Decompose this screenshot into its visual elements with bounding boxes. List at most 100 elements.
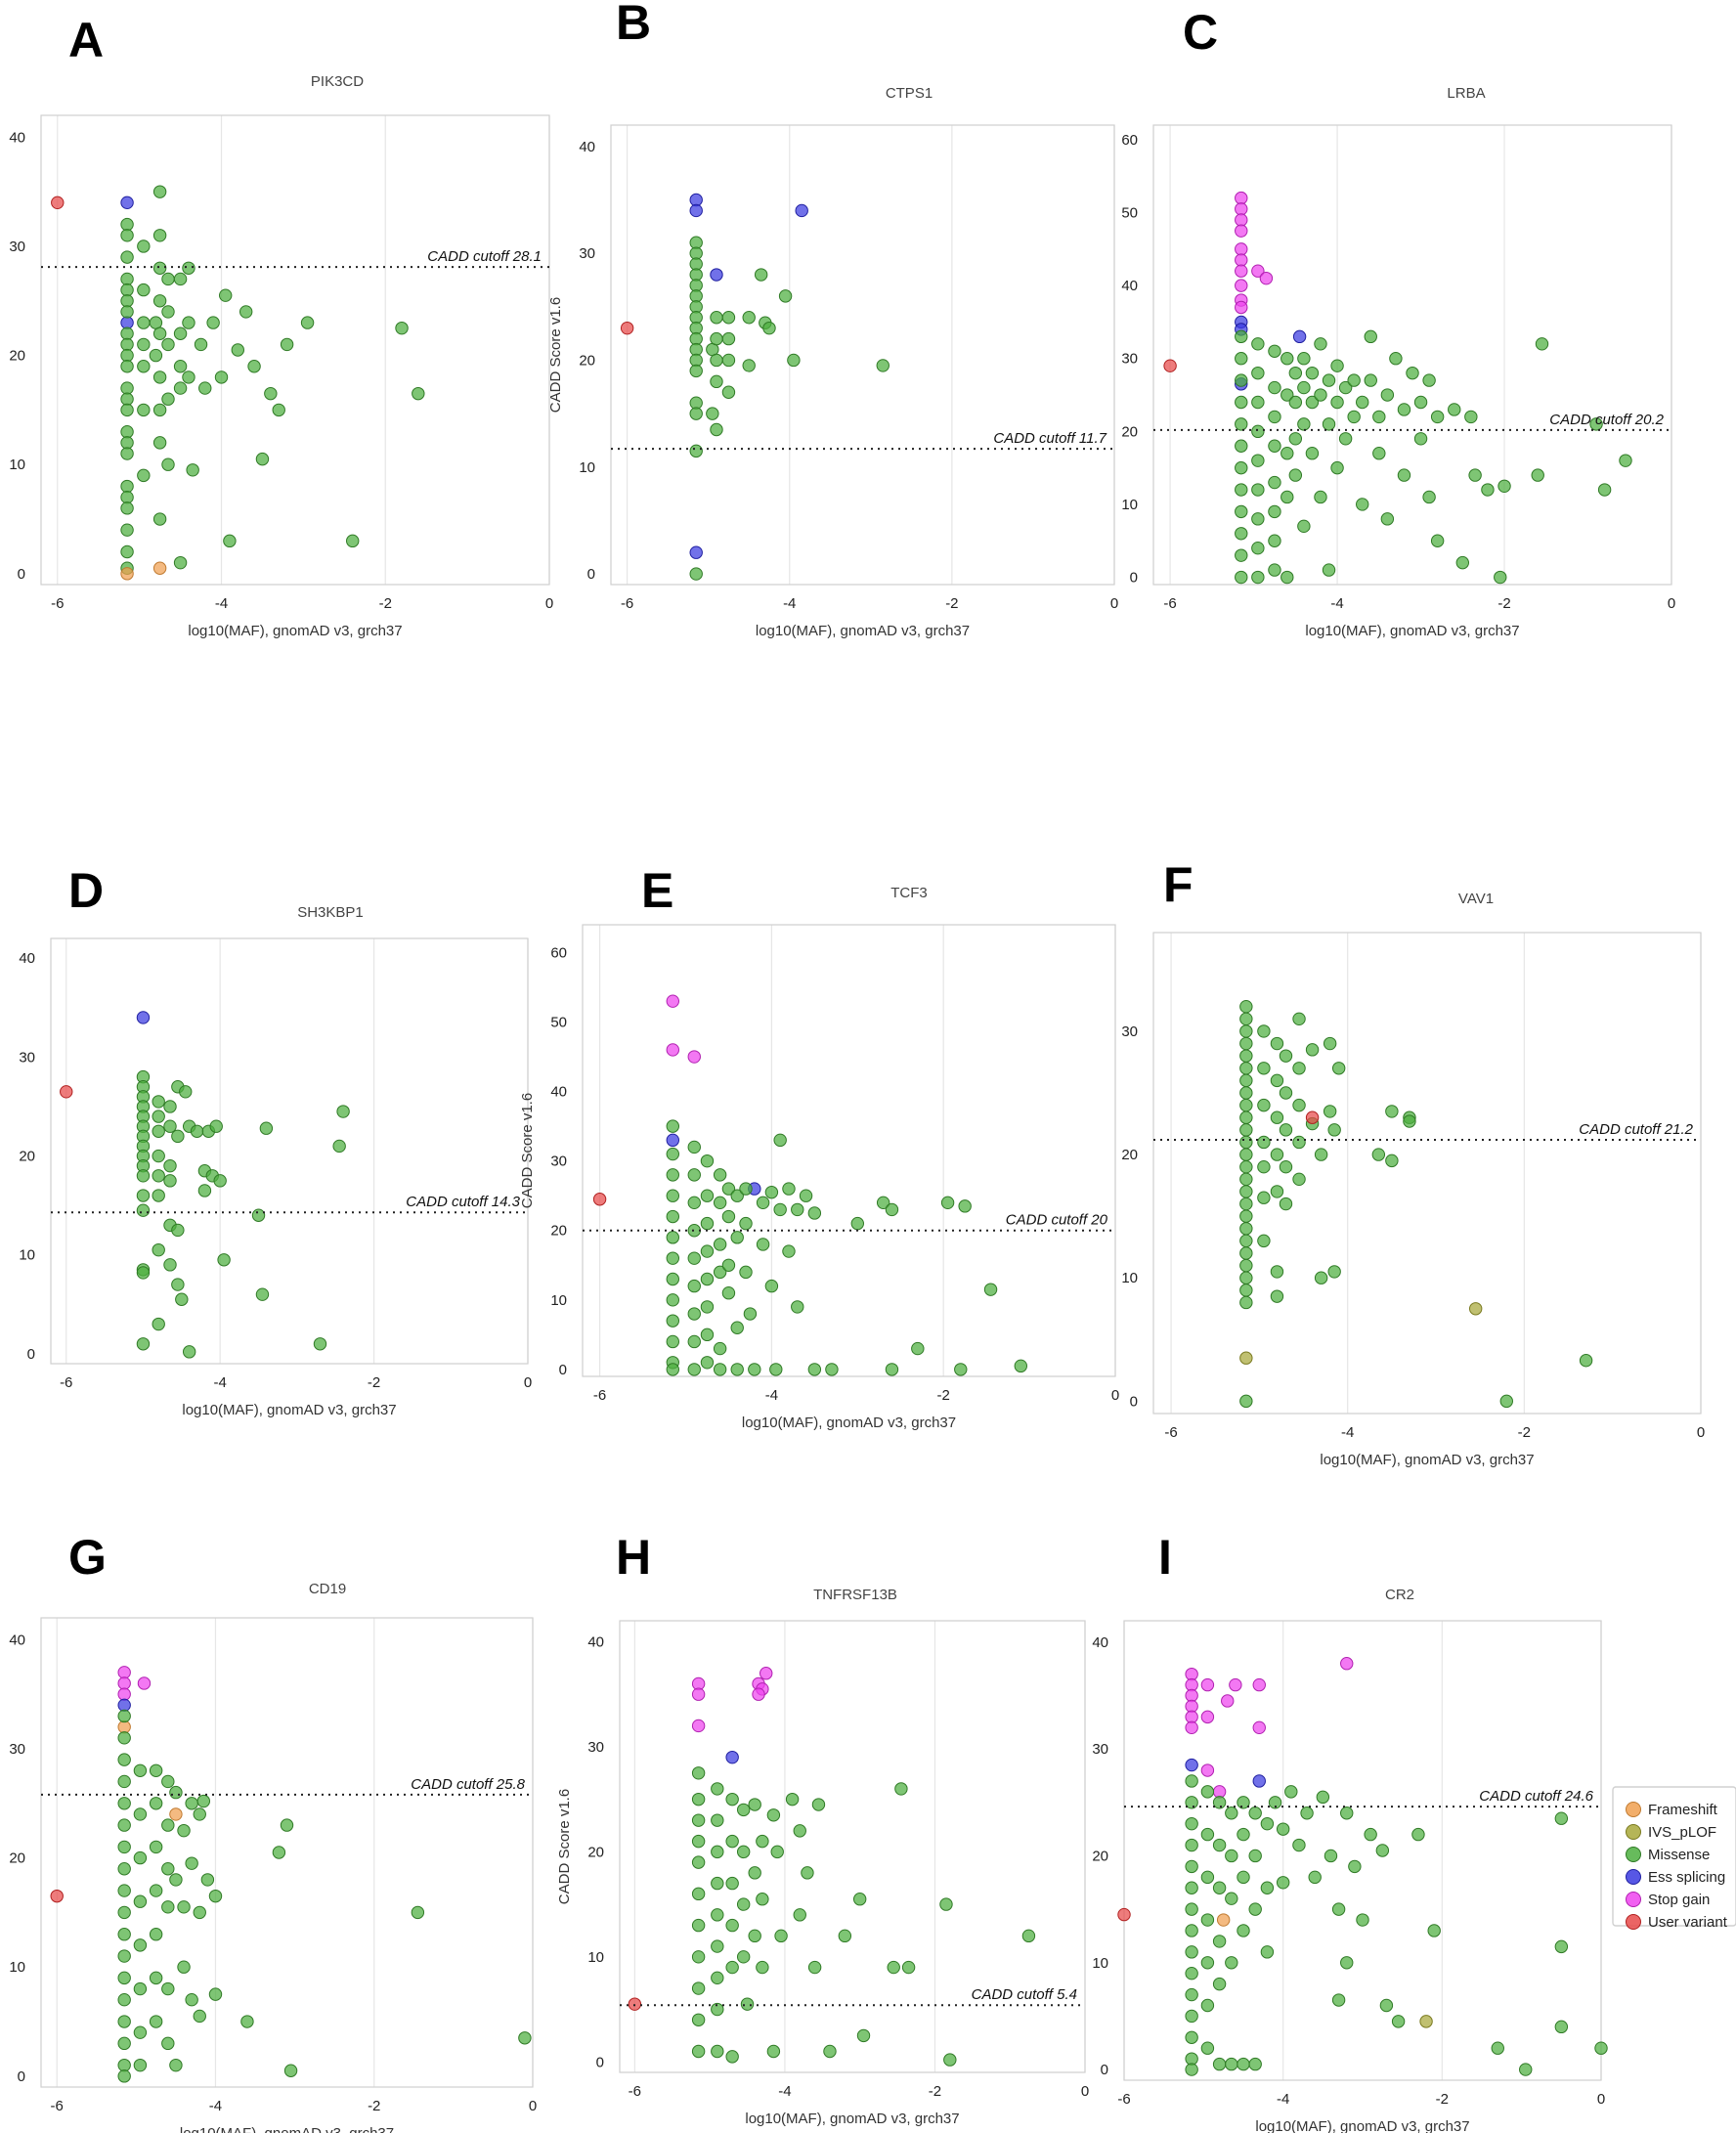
point-stop-gain	[1235, 279, 1248, 292]
point-missense	[1239, 1258, 1253, 1273]
point-missense	[117, 1797, 131, 1810]
point-missense	[711, 2044, 724, 2059]
point-stop-gain	[1235, 202, 1248, 216]
point-missense	[169, 1873, 183, 1887]
panel-letter: A	[68, 13, 104, 67]
point-missense	[1375, 1844, 1390, 1857]
y-tick-label: 40	[9, 1632, 25, 1648]
y-tick-label: 0	[1130, 1393, 1138, 1410]
point-missense	[171, 1278, 185, 1291]
y-tick-label: 0	[18, 2068, 25, 2085]
point-missense	[730, 1189, 744, 1202]
point-missense	[807, 1363, 822, 1376]
plot-frame	[1152, 124, 1672, 586]
point-missense	[1594, 2041, 1608, 2055]
point-missense	[161, 1818, 175, 1832]
panel-letter: C	[1183, 5, 1218, 60]
point-missense	[1554, 1811, 1569, 1825]
point-missense	[1280, 490, 1294, 504]
point-missense	[807, 1206, 822, 1220]
point-missense	[876, 1196, 890, 1210]
point-missense	[149, 2015, 163, 2028]
point-missense	[136, 1203, 151, 1217]
point-missense	[1323, 1036, 1337, 1051]
point-missense	[1413, 395, 1428, 410]
point-missense	[1268, 439, 1281, 453]
y-axis-label: CADD Score v1.6	[556, 1789, 573, 1904]
x-tick-label: 0	[1110, 595, 1118, 612]
point-missense	[120, 294, 134, 308]
point-missense	[1322, 417, 1336, 431]
point-missense	[1237, 1827, 1250, 1842]
chart-title: TNFRSF13B	[813, 1587, 897, 1603]
point-missense	[1185, 1774, 1198, 1788]
legend-label-user-variant: User variant	[1648, 1914, 1728, 1931]
point-missense	[120, 283, 134, 297]
point-missense	[1270, 1073, 1284, 1088]
point-missense	[1314, 1271, 1328, 1284]
point-missense	[161, 337, 175, 352]
point-missense	[666, 1272, 679, 1286]
point-missense	[1292, 1012, 1306, 1026]
point-missense	[1251, 483, 1265, 497]
chart-title: SH3KBP1	[297, 904, 364, 921]
point-missense	[823, 2044, 837, 2059]
y-axis-label: CADD Score v1.6	[0, 1093, 4, 1208]
point-missense	[748, 1866, 761, 1880]
point-missense	[186, 463, 199, 477]
x-tick-label: -2	[379, 595, 392, 612]
point-missense	[1288, 432, 1303, 446]
y-tick-label: 40	[579, 139, 595, 155]
point-missense	[1372, 447, 1386, 460]
point-missense	[687, 1224, 701, 1238]
x-tick-label: -2	[368, 1374, 380, 1391]
point-missense	[1279, 1159, 1293, 1174]
point-frameshift	[1216, 1913, 1231, 1927]
point-missense	[958, 1199, 972, 1213]
y-tick-label: 10	[1121, 497, 1138, 513]
point-missense	[850, 1216, 864, 1231]
point-user-variant	[60, 1085, 73, 1099]
panel-i: I CR2 -6 -4 -2 0 0 10 20 30 40 log10(MAF), gnomAD v…	[1092, 1530, 1608, 2133]
point-missense	[1200, 1956, 1215, 1970]
point-missense	[666, 1119, 679, 1133]
panel-letter: F	[1163, 857, 1194, 912]
x-tick-label: 0	[1111, 1387, 1119, 1404]
x-tick-label: 0	[1668, 595, 1675, 612]
point-missense	[687, 1168, 701, 1182]
point-missense	[133, 1807, 148, 1821]
point-missense	[1239, 1062, 1253, 1075]
point-missense	[1331, 1902, 1346, 1916]
point-missense	[1237, 1924, 1250, 1937]
point-missense	[1314, 490, 1327, 504]
point-missense	[163, 1119, 177, 1133]
chart-title: CD19	[309, 1581, 346, 1597]
point-missense	[1292, 1135, 1306, 1150]
point-missense	[1327, 1123, 1341, 1137]
point-missense	[1239, 1049, 1253, 1063]
point-missense	[152, 1189, 165, 1202]
point-missense	[691, 1855, 706, 1869]
point-missense	[1185, 2030, 1198, 2044]
point-missense	[120, 337, 134, 352]
x-axis-label: log10(MAF), gnomAD v3, grch37	[742, 1415, 956, 1431]
x-tick-label: -2	[929, 2083, 941, 2100]
x-tick-label: -4	[1277, 2091, 1289, 2108]
point-missense	[1300, 1807, 1314, 1820]
point-missense	[1292, 1838, 1306, 1852]
data-points	[628, 1667, 1036, 2067]
point-missense	[1494, 570, 1507, 585]
point-missense	[773, 1202, 787, 1217]
y-tick-label: 0	[587, 566, 595, 583]
point-missense	[1323, 1105, 1337, 1118]
x-tick-label: -4	[215, 595, 228, 612]
point-missense	[700, 1189, 715, 1202]
y-tick-label: 50	[550, 1015, 567, 1031]
point-missense	[801, 1866, 814, 1880]
point-missense	[137, 468, 151, 483]
point-missense	[721, 1182, 736, 1196]
legend-label-missense: Missense	[1648, 1847, 1710, 1863]
point-missense	[782, 1182, 796, 1196]
y-tick-label: 10	[1092, 1955, 1108, 1972]
point-missense	[182, 1345, 196, 1359]
